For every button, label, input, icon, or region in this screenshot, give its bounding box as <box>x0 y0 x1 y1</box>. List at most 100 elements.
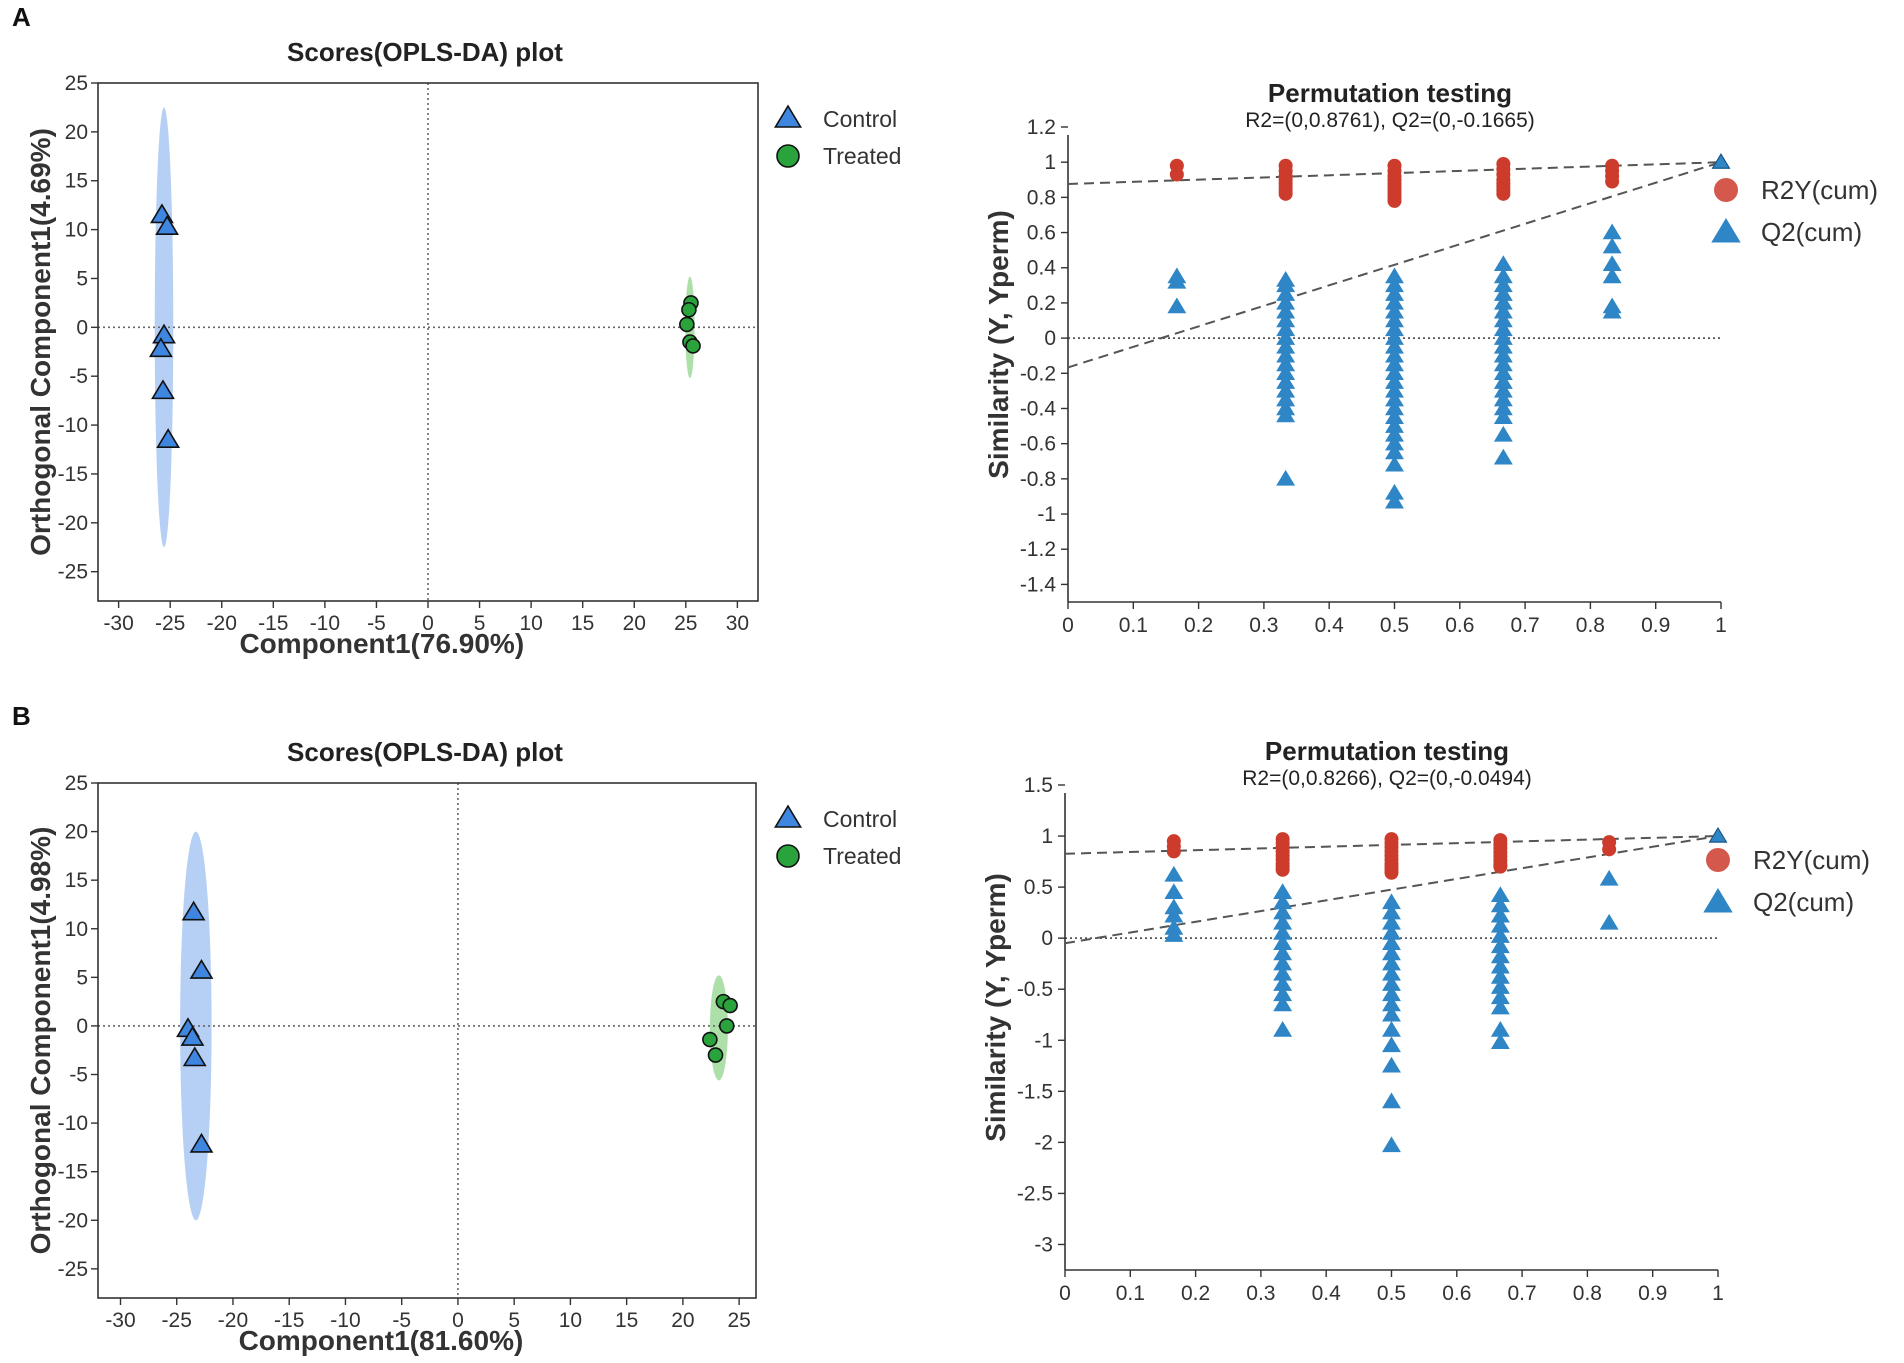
data-point-treated <box>722 997 738 1014</box>
legend-marker-q2 <box>1711 218 1741 243</box>
x-tick-label: 0.3 <box>1249 614 1278 637</box>
y-tick-label: 0.6 <box>1027 222 1056 245</box>
q2-point <box>1382 913 1401 930</box>
q2-point <box>1273 995 1293 1012</box>
data-point-treated <box>681 301 697 318</box>
y-tick-label: -2 <box>1034 1131 1053 1154</box>
q2-point <box>1385 417 1404 433</box>
q2-point <box>1273 903 1293 920</box>
q2-point <box>1382 944 1401 961</box>
q2-point <box>1276 381 1296 398</box>
x-tick-label: 0 <box>422 612 434 635</box>
q2-point <box>1602 237 1622 254</box>
q2-point <box>1276 469 1296 486</box>
q2-point <box>1382 893 1401 910</box>
q2-point <box>1385 285 1404 301</box>
q2-point <box>1382 924 1401 940</box>
y-tick-label: 0.2 <box>1027 292 1056 315</box>
q2-point <box>1490 927 1510 943</box>
q2-point <box>1273 924 1293 940</box>
x-tick-label: 0 <box>1062 614 1074 637</box>
x-tick-label: 0.1 <box>1119 614 1148 637</box>
x-tick-label: 0.3 <box>1246 1282 1275 1305</box>
y-tick-label: -20 <box>58 512 88 535</box>
panel-label-b: B <box>12 701 31 731</box>
y-axis-label: Orthogonal Component1(4.98%) <box>25 827 56 1255</box>
legend-label-r2: R2Y(cum) <box>1761 175 1878 205</box>
q2-point <box>1490 957 1510 974</box>
y-tick-label: 25 <box>65 72 88 95</box>
q2-point <box>1385 364 1404 381</box>
q2-point <box>1382 985 1401 1002</box>
q2-point <box>1273 913 1293 930</box>
q2-point <box>1276 285 1296 301</box>
q2-point <box>1493 355 1513 372</box>
y-tick-label: 15 <box>65 869 88 892</box>
y-tick-label: -3 <box>1034 1233 1053 1256</box>
y-tick-label: -0.8 <box>1020 468 1056 491</box>
q2-point <box>1490 886 1510 903</box>
q2-point <box>1276 406 1296 423</box>
q2-point <box>1599 913 1619 930</box>
q2-point <box>1273 964 1293 981</box>
y-tick-label: 1.2 <box>1027 116 1056 139</box>
legend-label-treated: Treated <box>823 843 901 869</box>
q2-point <box>1273 975 1293 991</box>
x-tick-label: -25 <box>155 612 185 635</box>
x-tick-label: -5 <box>392 1309 411 1332</box>
q2-point <box>1602 255 1622 271</box>
q2-point <box>1490 988 1510 1005</box>
q2-point <box>1276 320 1296 337</box>
y-tick-label: -1 <box>1034 1029 1053 1052</box>
x-tick-label: -15 <box>258 612 288 635</box>
x-tick-label: 0.8 <box>1573 1282 1602 1305</box>
q2-point <box>1385 455 1404 472</box>
y-tick-label: -1.2 <box>1020 538 1056 561</box>
q2-point <box>1385 381 1404 398</box>
x-tick-label: 1 <box>1712 1282 1724 1305</box>
q2-point <box>1493 425 1513 442</box>
y-tick-label: -0.4 <box>1020 397 1057 420</box>
x-tick-label: 15 <box>615 1309 638 1332</box>
y-tick-label: -5 <box>69 1064 88 1087</box>
x-tick-label: 0.9 <box>1641 614 1670 637</box>
y-tick-label: 25 <box>65 772 88 795</box>
q2-point <box>1273 934 1293 951</box>
legend-label-r2: R2Y(cum) <box>1753 845 1870 875</box>
q2-point <box>1382 1021 1401 1037</box>
y-tick-label: 0.8 <box>1027 186 1056 209</box>
q2-point <box>1382 995 1401 1012</box>
q2-point <box>1490 1033 1510 1050</box>
r2-point <box>1602 842 1617 857</box>
q2-point <box>1385 373 1404 389</box>
r2-point <box>1384 865 1399 880</box>
q2-point <box>1385 337 1404 354</box>
legend-label-control: Control <box>823 806 897 832</box>
data-point-control <box>189 958 214 979</box>
r2-point <box>1493 859 1508 874</box>
x-tick-label: 0.7 <box>1507 1282 1536 1305</box>
x-tick-label: -20 <box>218 1309 248 1332</box>
q2-point <box>1385 443 1404 460</box>
x-tick-label: 5 <box>508 1309 520 1332</box>
x-tick-label: 0.9 <box>1638 1282 1667 1305</box>
y-tick-label: 1 <box>1044 151 1056 174</box>
legend-marker-control <box>773 104 803 128</box>
x-tick-label: -30 <box>103 612 133 635</box>
q2-point <box>1385 267 1404 284</box>
q2-point <box>1273 893 1293 910</box>
q2-point <box>1385 320 1404 337</box>
x-tick-label: 25 <box>674 612 697 635</box>
x-tick-label: -5 <box>367 612 386 635</box>
q2-point <box>1602 223 1622 240</box>
x-tick-label: 0.5 <box>1380 614 1409 637</box>
data-point-control <box>151 379 175 400</box>
chart-b-scores: Scores(OPLS-DA) plot -30 -25 -20 -15 -10 -5 0 5 1… <box>25 737 901 1356</box>
x-tick-label: 10 <box>559 1309 582 1332</box>
q2-point <box>1273 883 1293 899</box>
confidence-ellipse-control <box>180 831 212 1221</box>
chart-title: Permutation testing <box>1268 78 1512 108</box>
q2-point <box>1493 329 1513 345</box>
q2-point <box>1385 390 1404 407</box>
